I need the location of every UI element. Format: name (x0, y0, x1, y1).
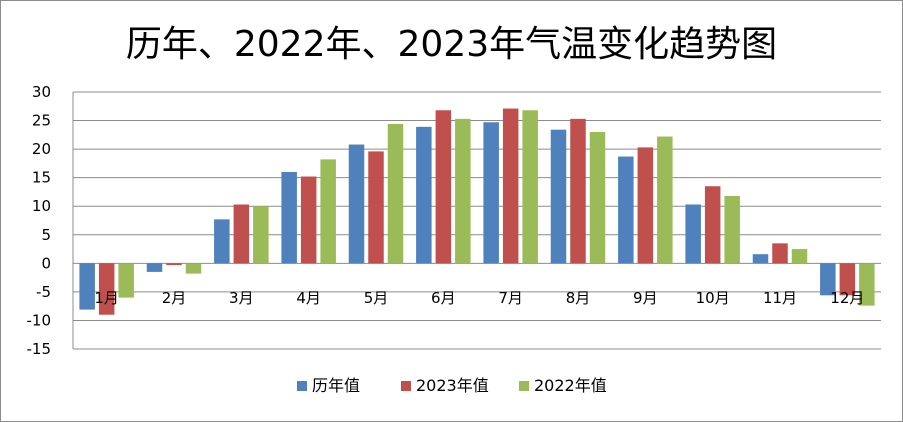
y-tick-label: -15 (27, 340, 52, 358)
bar (98, 263, 115, 315)
y-tick-label: -5 (36, 283, 51, 301)
bar (752, 254, 769, 264)
bar (685, 204, 701, 264)
bar (455, 118, 471, 264)
bar (859, 263, 875, 306)
bar (387, 123, 404, 264)
x-tick-label: 4月 (296, 289, 321, 307)
x-tick-label: 1月 (94, 289, 119, 307)
bar (502, 108, 519, 264)
legend-label: 2023年值 (416, 376, 489, 395)
x-tick-label: 5月 (364, 289, 389, 307)
legend-label: 2022年值 (534, 376, 607, 395)
legend-swatch (297, 381, 307, 391)
bar (820, 263, 836, 296)
bar (483, 122, 499, 264)
bar (657, 136, 673, 264)
y-tick-label: 15 (32, 169, 51, 187)
y-tick-label: 0 (41, 254, 51, 272)
x-tick-label: 12月 (830, 289, 864, 307)
bar (368, 151, 384, 264)
x-tick-label: 11月 (763, 289, 797, 307)
bar (618, 156, 634, 264)
x-tick-label: 3月 (229, 289, 254, 307)
bar (214, 219, 230, 264)
bar (704, 186, 721, 264)
y-tick-label: 30 (32, 83, 51, 101)
y-tick-label: 10 (32, 197, 51, 215)
bar (281, 171, 297, 264)
bar (166, 263, 182, 266)
y-tick-label: -10 (27, 311, 52, 329)
legend-swatch (519, 381, 529, 391)
bar (637, 147, 654, 264)
bar (791, 249, 808, 264)
bar (435, 110, 452, 264)
x-tick-label: 6月 (431, 289, 456, 307)
bar (416, 126, 432, 264)
bar (300, 176, 317, 264)
x-tick-label: 2月 (162, 289, 187, 307)
bar (146, 263, 163, 272)
bar (320, 159, 336, 264)
bar (570, 118, 586, 264)
x-tick-label: 7月 (498, 289, 523, 307)
bar (79, 263, 95, 310)
x-tick-label: 9月 (633, 289, 658, 307)
bar (772, 243, 788, 264)
bar (589, 131, 606, 264)
y-tick-label: 20 (32, 140, 51, 158)
bar (724, 195, 740, 264)
legend-swatch (401, 381, 411, 391)
chart-title: 历年、2022年、2023年气温变化趋势图 (125, 24, 778, 65)
bar (233, 204, 250, 264)
y-tick-label: 5 (41, 226, 51, 244)
bar (550, 129, 567, 264)
bar (348, 144, 365, 264)
legend-label: 历年值 (312, 376, 360, 395)
bar (118, 263, 134, 298)
x-tick-label: 10月 (696, 289, 730, 307)
x-tick-label: 8月 (566, 289, 591, 307)
bar (185, 263, 202, 274)
bar (839, 263, 856, 296)
bar (522, 110, 538, 264)
bar (253, 206, 269, 264)
y-tick-label: 25 (32, 112, 51, 130)
